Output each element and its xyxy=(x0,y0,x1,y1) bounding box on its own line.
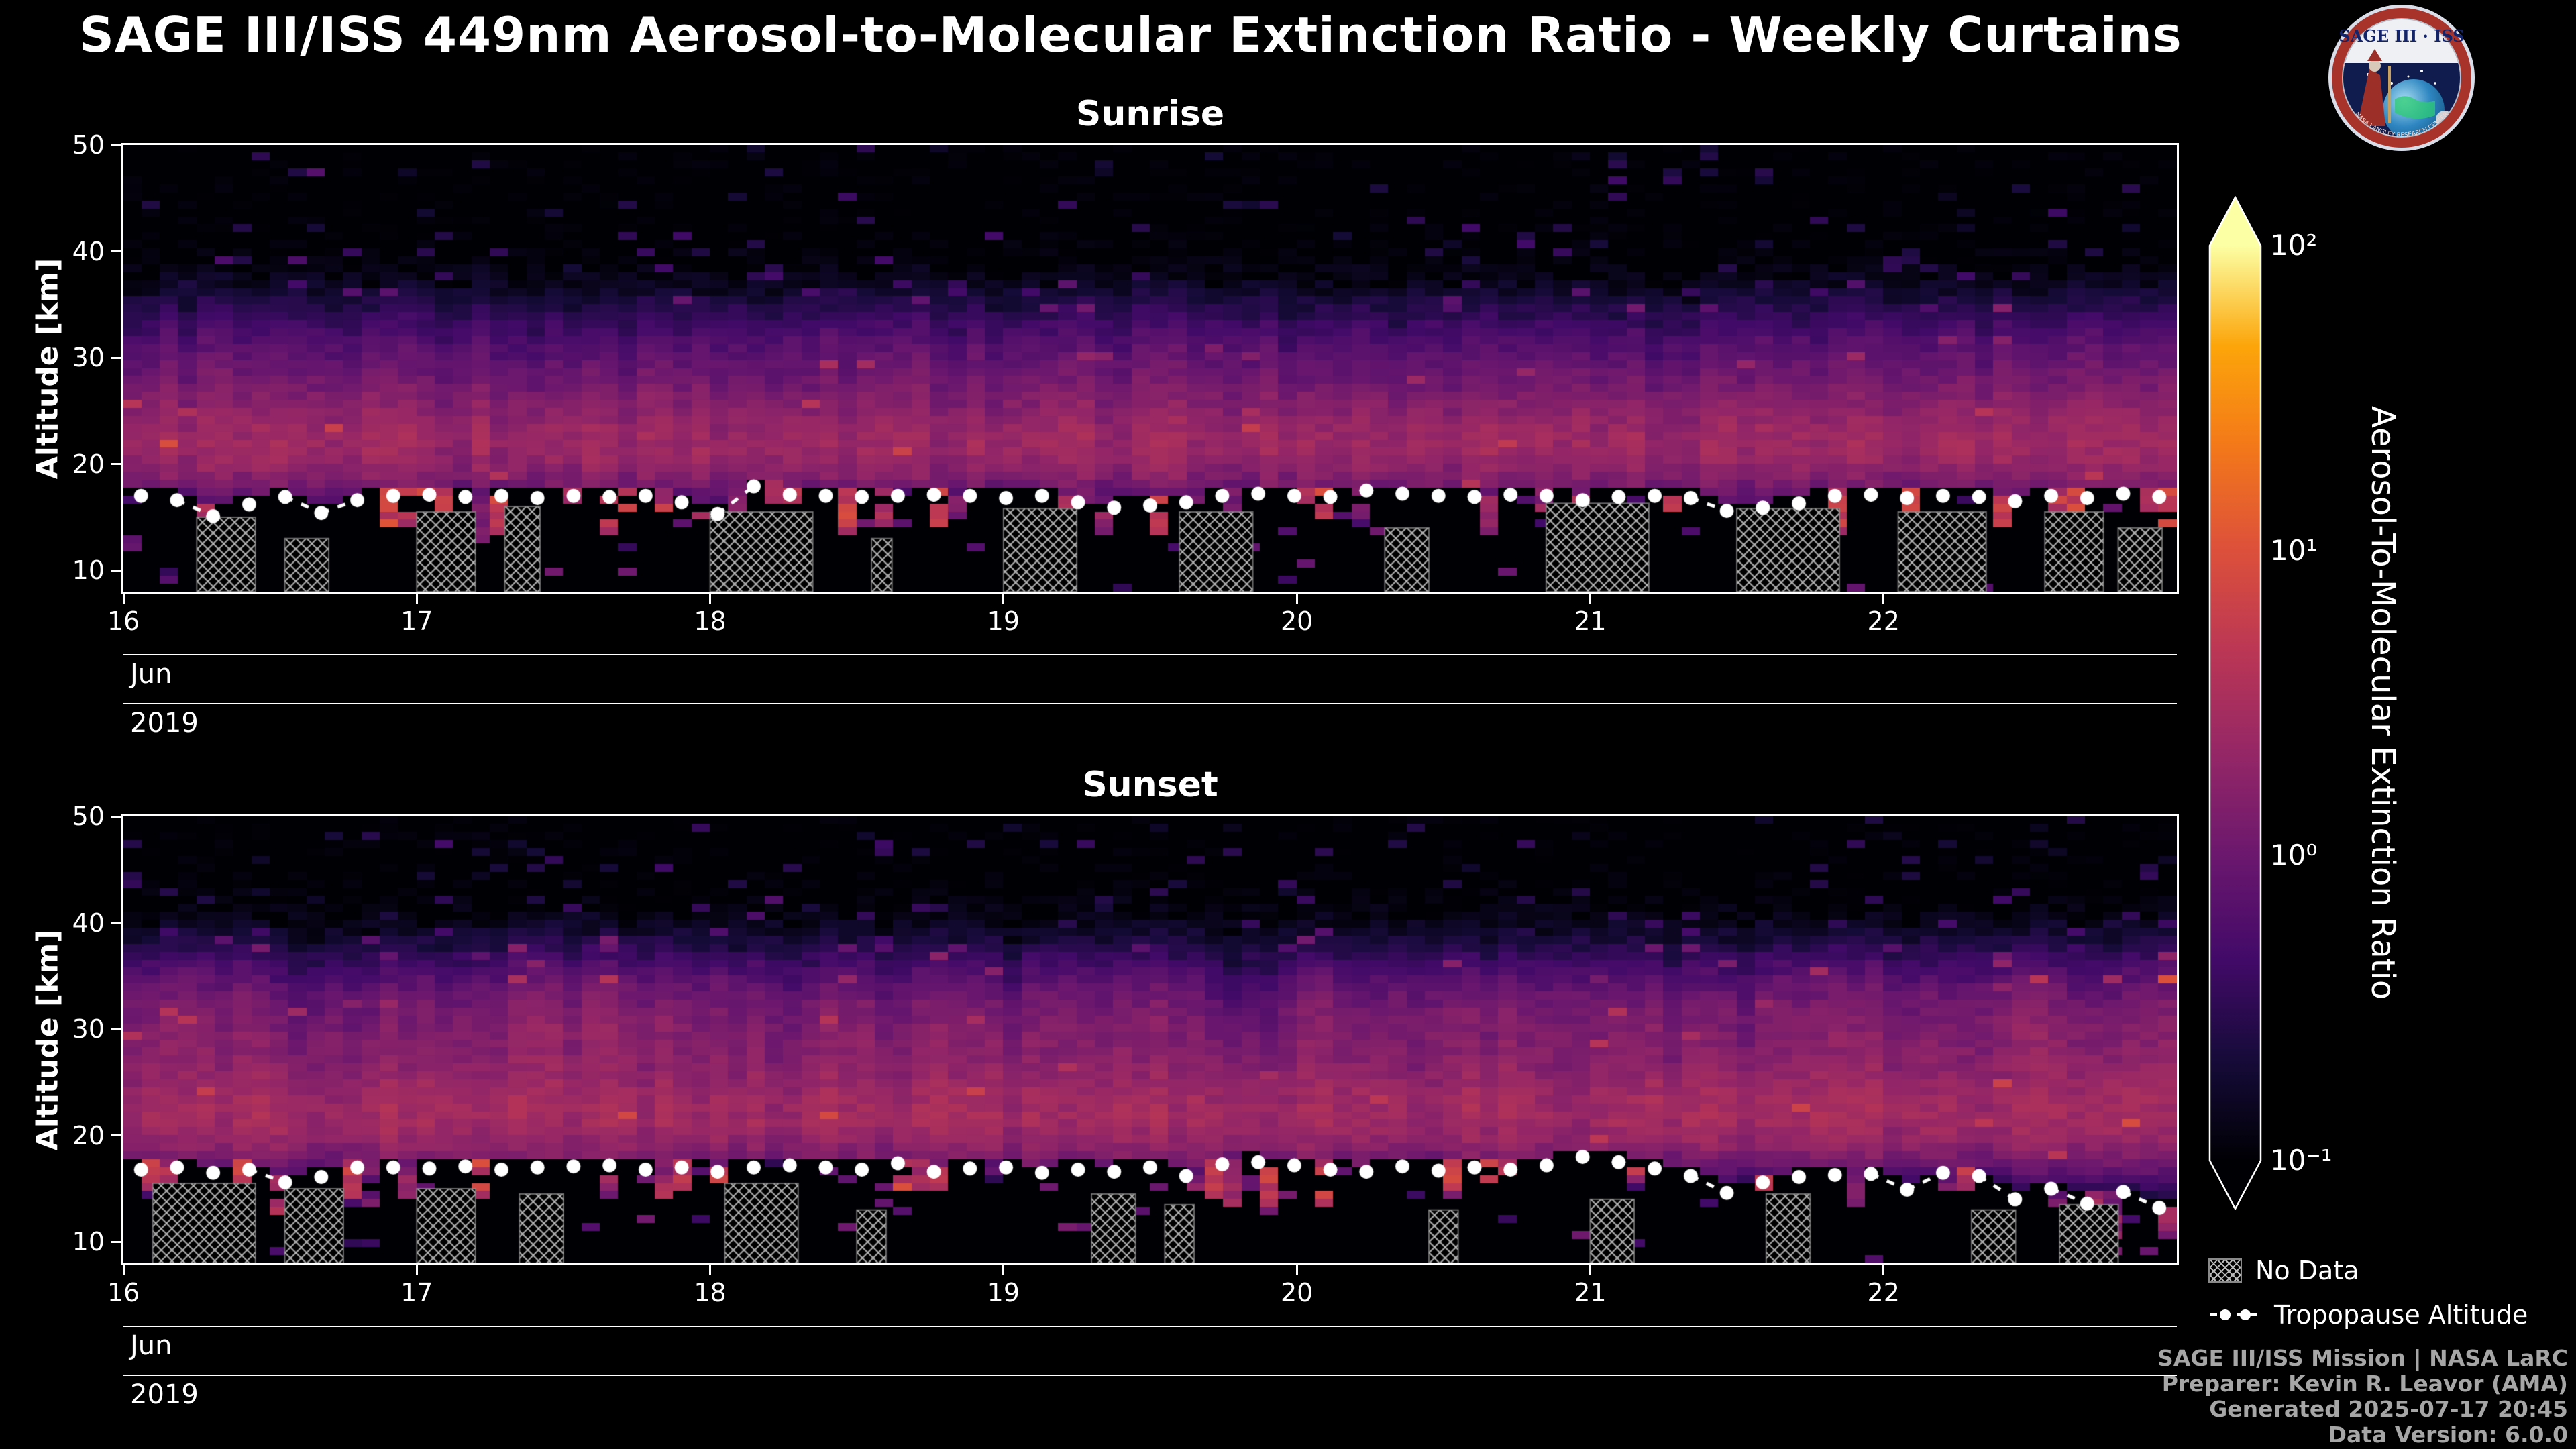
logo-figure-icon xyxy=(2357,68,2385,126)
y-tick-label: 10 xyxy=(72,1227,105,1257)
y-tick-label: 50 xyxy=(72,802,105,831)
y-tick-mark xyxy=(111,463,121,466)
credit-line-version: Data Version: 6.0.0 xyxy=(2328,1421,2568,1448)
x-tick-mark xyxy=(415,594,418,604)
x-tick-mark xyxy=(1882,594,1885,604)
y-tick-label: 40 xyxy=(72,908,105,938)
year-axis-line xyxy=(123,1375,2177,1376)
x-tick-label: 21 xyxy=(1574,1278,1607,1307)
x-tick-label: 16 xyxy=(107,606,140,636)
x-tick-label: 17 xyxy=(400,1278,433,1307)
y-tick-mark xyxy=(111,144,121,146)
x-tick-mark xyxy=(709,594,712,604)
year-axis-line xyxy=(123,703,2177,704)
x-tick-label: 22 xyxy=(1867,606,1900,636)
credits: SAGE III/ISS Mission | NASA LaRC Prepare… xyxy=(2157,1346,2568,1448)
x-tick-label: 17 xyxy=(400,606,433,636)
logo-title: SAGE III · ISS xyxy=(2339,26,2464,46)
x-tick-mark xyxy=(1002,594,1005,604)
x-tick-label: 18 xyxy=(694,1278,727,1307)
plot-sunset xyxy=(121,814,2179,1265)
colorbar-tick-label: 10² xyxy=(2270,229,2318,262)
y-tick-label: 10 xyxy=(72,555,105,586)
x-tick-mark xyxy=(122,594,125,604)
credit-line-generated: Generated 2025-07-17 20:45 xyxy=(2209,1396,2568,1422)
y-tick-mark xyxy=(111,569,121,572)
panel-title-sunset: Sunset xyxy=(1082,765,1218,805)
x-tick-label: 21 xyxy=(1574,606,1607,636)
y-tick-label: 30 xyxy=(72,343,105,373)
x-tick-label: 20 xyxy=(1280,606,1313,636)
legend-label-no-data: No Data xyxy=(2255,1256,2359,1285)
y-tick-mark xyxy=(111,1028,121,1030)
x-tick-mark xyxy=(1295,594,1298,604)
y-tick-label: 20 xyxy=(72,449,105,479)
colorbar-tick-label: 10⁻¹ xyxy=(2270,1144,2332,1177)
y-tick-mark xyxy=(111,1240,121,1243)
colorbar-tick-label: 10⁰ xyxy=(2270,839,2318,872)
x-tick-label: 19 xyxy=(987,606,1020,636)
y-tick-mark xyxy=(111,1134,121,1137)
credit-line-mission: SAGE III/ISS Mission | NASA LaRC xyxy=(2157,1345,2568,1371)
colorbar xyxy=(2208,196,2262,1210)
x-tick-label: 20 xyxy=(1280,1278,1313,1307)
month-label: Jun xyxy=(130,659,172,690)
x-tick-mark xyxy=(1295,1265,1298,1275)
y-tick-label: 20 xyxy=(72,1120,105,1150)
x-tick-mark xyxy=(415,1265,418,1275)
x-tick-mark xyxy=(709,1265,712,1275)
sage-iss-logo: SAGE III · ISS NASA LANGLEY RESEARCH CEN… xyxy=(2328,5,2475,151)
y-tick-label: 50 xyxy=(72,130,105,160)
x-tick-mark xyxy=(1589,594,1591,604)
tropopause-line-icon xyxy=(2210,1309,2259,1320)
x-tick-label: 16 xyxy=(107,1278,140,1307)
colorbar-axis-label: Aerosol-To-Molecular Extinction Ratio xyxy=(2364,406,2402,1000)
y-tick-mark xyxy=(111,356,121,359)
x-tick-label: 19 xyxy=(987,1278,1020,1307)
y-tick-label: 40 xyxy=(72,236,105,266)
x-tick-mark xyxy=(1002,1265,1005,1275)
legend-item-no-data: No Data xyxy=(2208,1256,2359,1285)
y-tick-mark xyxy=(111,815,121,818)
x-tick-mark xyxy=(1589,1265,1591,1275)
credit-line-preparer: Preparer: Kevin R. Leavor (AMA) xyxy=(2161,1371,2568,1397)
month-axis-line xyxy=(123,1326,2177,1327)
heatmap-canvas-sunrise xyxy=(123,145,2177,592)
plot-sunrise xyxy=(121,143,2179,594)
y-tick-label: 30 xyxy=(72,1014,105,1044)
x-tick-mark xyxy=(122,1265,125,1275)
colorbar-tick-label: 10¹ xyxy=(2270,533,2318,567)
y-tick-mark xyxy=(111,922,121,924)
year-label: 2019 xyxy=(130,708,199,739)
month-label: Jun xyxy=(130,1330,172,1361)
figure-title: SAGE III/ISS 449nm Aerosol-to-Molecular … xyxy=(79,7,2182,63)
x-tick-mark xyxy=(1882,1265,1885,1275)
year-label: 2019 xyxy=(130,1379,199,1410)
panel-title-sunrise: Sunrise xyxy=(1075,94,1225,134)
x-tick-label: 18 xyxy=(694,606,727,636)
no-data-hatch-icon xyxy=(2208,1258,2242,1283)
legend-item-tropopause: Tropopause Altitude xyxy=(2208,1300,2528,1330)
colorbar-gradient-bar xyxy=(2208,196,2262,1210)
y-tick-mark xyxy=(111,250,121,253)
month-axis-line xyxy=(123,654,2177,655)
legend-label-tropopause: Tropopause Altitude xyxy=(2274,1300,2528,1330)
x-tick-label: 22 xyxy=(1867,1278,1900,1307)
heatmap-canvas-sunset xyxy=(123,816,2177,1263)
